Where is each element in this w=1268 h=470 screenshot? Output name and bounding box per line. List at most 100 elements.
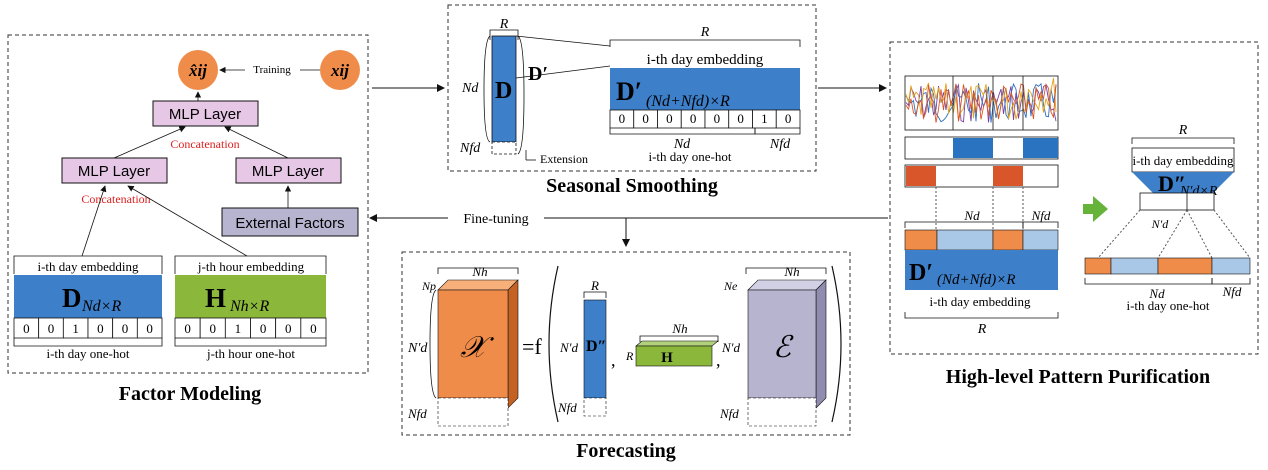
- trap-vector: [1139, 192, 1215, 211]
- hour-emb-bracket: [174, 255, 327, 274]
- onehot-value: 0: [48, 321, 55, 336]
- seasonal-Nfd: Nfd: [459, 141, 481, 156]
- high-seg-1: [904, 229, 938, 251]
- mlp-top-label: MLP Layer: [169, 106, 241, 123]
- timeseries-lines: [905, 77, 1057, 123]
- trap-guide-3: [1186, 209, 1213, 259]
- cube-e-side: [815, 279, 827, 409]
- fc-nd-brace: [429, 289, 437, 399]
- onehot-cell: [775, 109, 801, 129]
- cube-x-front: [437, 289, 509, 399]
- x-hat-node: [178, 50, 218, 90]
- onehot-value: 0: [97, 321, 104, 336]
- seasonal-D: D: [495, 78, 512, 104]
- fc-H-bar: [635, 345, 713, 367]
- seasonal-Nd-bottom: Nd: [673, 137, 691, 152]
- trap-guide-4: [1213, 209, 1251, 259]
- seasonal-Nd: Nd: [461, 81, 479, 96]
- onehot-value: 0: [146, 321, 153, 336]
- fc-Nh-bracket: [437, 267, 519, 274]
- fc-eq: =f: [522, 334, 542, 359]
- high-matrix-sub: (Nd+Nfd)×R: [937, 272, 1016, 288]
- concat-left: Concatenation: [81, 192, 150, 206]
- onehot-seg-2: [1110, 257, 1159, 275]
- fc-comma-2: ,: [716, 350, 721, 370]
- seasonal-big-D: D′: [616, 77, 642, 106]
- trap-emb-label: i-th day embedding: [1132, 153, 1234, 168]
- fc-Nh-3: Nh: [783, 264, 799, 279]
- concat-top: Concatenation: [170, 137, 239, 151]
- right-paren: [831, 265, 842, 423]
- forecasting-panel: [401, 251, 851, 436]
- cube-e-front: [747, 289, 817, 399]
- fc-Ne: Ne: [723, 279, 738, 293]
- hour-onehot-vector: 0 0 1 0 0 0: [174, 317, 327, 339]
- fc-E-bracket: [745, 267, 827, 274]
- trap-guide-1: [1097, 209, 1141, 259]
- fc-Nfd-2: Nfd: [557, 400, 577, 415]
- seasonal-title: Seasonal Smoothing: [546, 175, 718, 197]
- trap-emb-box: [1131, 147, 1235, 173]
- day-onehot-label: i-th day one-hot: [46, 346, 129, 361]
- seasonal-panel: [447, 4, 817, 172]
- seasonal-R: R: [499, 17, 509, 32]
- fc-Nh: Nh: [471, 264, 487, 279]
- onehot-cell: [136, 317, 163, 339]
- trap-R: R: [1178, 123, 1188, 138]
- onehot-value: 0: [642, 111, 649, 126]
- right-Nd: Nd: [1148, 286, 1165, 301]
- seasonal-D-brace: [483, 35, 491, 143]
- right-Nfd: Nfd: [1222, 284, 1242, 299]
- fc-Nh-2: Nh: [671, 321, 687, 336]
- hour-emb-label: j-th hour embedding: [197, 259, 305, 274]
- training-label: Training: [253, 64, 291, 76]
- zoom-line-mid: [515, 65, 611, 79]
- day-onehot-vector: 0 0 1 0 0 0: [13, 317, 163, 339]
- onehot-value: 0: [210, 321, 217, 336]
- left-paren: [548, 265, 559, 423]
- day-emb-bracket: [13, 255, 163, 274]
- high-R-bottom: R: [977, 322, 987, 337]
- timeseries-line: [905, 82, 1057, 123]
- onehot-value: 0: [737, 111, 744, 126]
- onehot-value: 0: [184, 321, 191, 336]
- high-matrix: [905, 250, 1058, 290]
- seasonal-big-matrix: [610, 68, 800, 110]
- onehot-value: 0: [785, 111, 792, 126]
- hour-onehot-label: j-th hour one-hot: [206, 346, 295, 361]
- seasonal-onehot-label: i-th day one-hot: [648, 149, 731, 164]
- cube-x-side: [507, 279, 519, 409]
- high-matrix-D: D′: [909, 260, 933, 286]
- high-seg-4: [1022, 229, 1059, 251]
- seasonal-nd-bracket: [609, 128, 756, 135]
- high-level-title: High-level Pattern Purification: [946, 366, 1210, 388]
- fc-H-bracket: [639, 335, 719, 342]
- high-seg-3: [992, 229, 1024, 251]
- onehot-value: 0: [619, 111, 626, 126]
- trap-D: D″: [1158, 171, 1186, 196]
- blue-pattern-block-1: [953, 138, 993, 158]
- fc-H-top: [635, 340, 719, 347]
- timeseries-line: [905, 77, 1057, 121]
- orange-pattern-block-1: [906, 166, 936, 186]
- mlp-right-label: MLP Layer: [252, 163, 324, 180]
- trap-Nprime: N′d: [1151, 217, 1170, 231]
- fc-Nprime-2: N′d: [559, 340, 579, 355]
- external-factors-label: External Factors: [235, 215, 344, 232]
- right-to-top-arrow: [224, 126, 289, 159]
- fc-Np: Np: [421, 279, 436, 293]
- day-emb-label: i-th day embedding: [37, 259, 139, 274]
- forecasting-title: Forecasting: [576, 440, 676, 462]
- fc-Nfd-3: Nfd: [719, 406, 739, 421]
- high-level-panel: [889, 41, 1259, 355]
- day-matrix-symbol: D: [62, 283, 82, 313]
- fine-tuning-bg: [448, 210, 544, 226]
- onehot-value: 0: [666, 111, 673, 126]
- timeseries-line: [905, 83, 1057, 123]
- onehot-value: 0: [23, 321, 30, 336]
- fine-tuning-label: Fine-tuning: [463, 212, 528, 227]
- mlp-right: [235, 157, 342, 184]
- fc-H: H: [661, 350, 673, 366]
- fc-comma-1: ,: [611, 350, 616, 370]
- factor-modeling-title: Factor Modeling: [119, 383, 261, 405]
